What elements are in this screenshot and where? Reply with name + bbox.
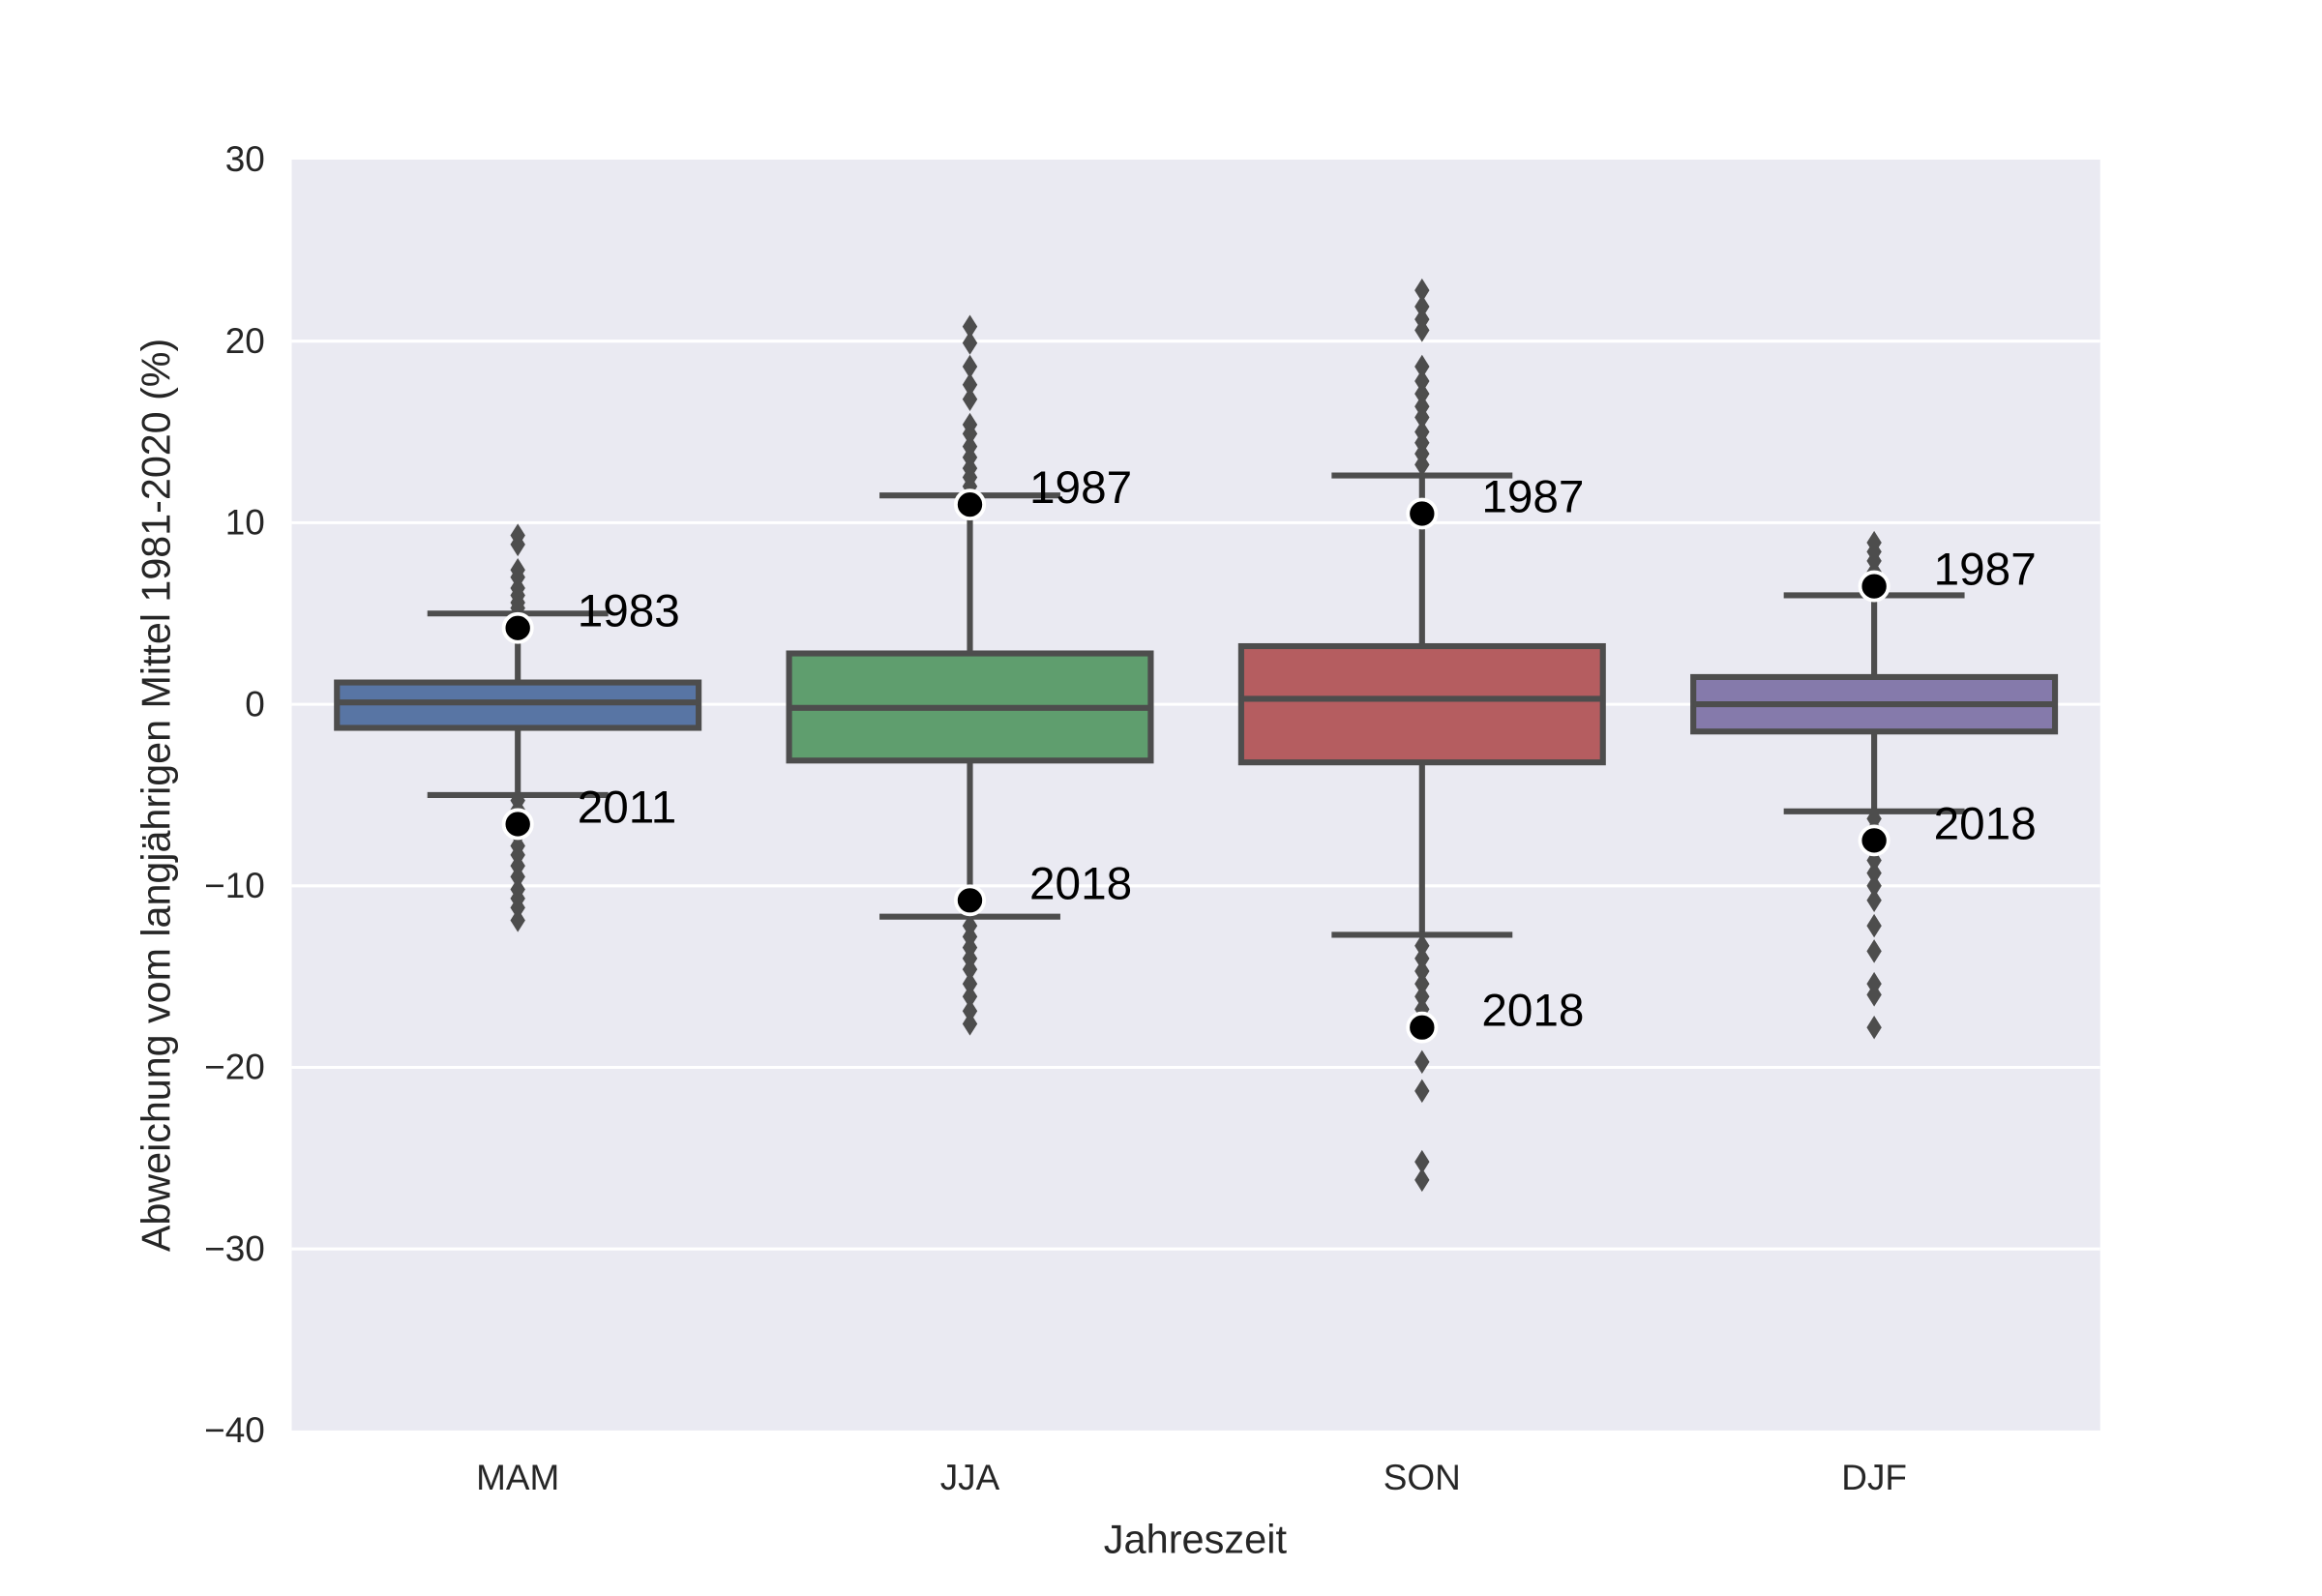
outlier-point bbox=[1414, 354, 1430, 379]
highlight-label: 2011 bbox=[578, 783, 677, 834]
outlier-point bbox=[1414, 369, 1430, 394]
outlier-point bbox=[1866, 888, 1882, 913]
y-tick-label: 20 bbox=[225, 321, 265, 361]
highlight-point bbox=[501, 808, 534, 841]
outlier-point bbox=[1414, 985, 1430, 1009]
outlier-point bbox=[962, 985, 978, 1009]
outlier-point bbox=[1414, 453, 1430, 477]
highlight-label: 2018 bbox=[1029, 858, 1132, 909]
box-djf: 1987 2018 bbox=[1690, 530, 2059, 1040]
highlight-point bbox=[953, 884, 987, 917]
highlight-label: 1983 bbox=[578, 586, 680, 637]
boxes: 1983 2011 1987 2018 1987 2018 1987 2018 bbox=[334, 278, 2059, 1193]
highlight-point bbox=[1406, 497, 1439, 530]
outlier-point bbox=[1414, 959, 1430, 984]
outlier-point bbox=[1866, 861, 1882, 885]
highlight-point bbox=[1858, 824, 1890, 857]
highlight-point bbox=[501, 611, 534, 644]
box-son: 1987 2018 bbox=[1237, 278, 1606, 1193]
y-tick-label: −30 bbox=[204, 1229, 265, 1269]
box-mam: 1983 2011 bbox=[334, 523, 702, 932]
outlier-point bbox=[1414, 405, 1430, 429]
highlight-point bbox=[1858, 570, 1890, 603]
outlier-point bbox=[962, 331, 978, 355]
outlier-point bbox=[1414, 1049, 1430, 1075]
y-axis-label: Abweichung vom langjährigen Mittel 1981-… bbox=[134, 339, 178, 1252]
y-tick-label: 0 bbox=[245, 684, 265, 724]
outlier-point bbox=[1414, 381, 1430, 406]
outlier-point bbox=[962, 372, 978, 397]
y-tick-label: −40 bbox=[204, 1410, 265, 1450]
box-iqr bbox=[1237, 642, 1606, 766]
outlier-point bbox=[1866, 913, 1882, 938]
y-tick-label: −10 bbox=[204, 866, 265, 905]
outlier-point bbox=[1414, 1149, 1430, 1174]
x-axis-ticks: MAM JJA SON DJF bbox=[476, 1458, 1907, 1497]
outlier-point bbox=[1414, 318, 1430, 342]
outlier-point bbox=[962, 354, 978, 379]
y-tick-label: −20 bbox=[204, 1048, 265, 1087]
x-axis-label: Jahreszeit bbox=[1104, 1518, 1288, 1562]
x-tick-label: MAM bbox=[476, 1458, 559, 1497]
outlier-point bbox=[1414, 294, 1430, 319]
x-tick-label: JJA bbox=[940, 1458, 1000, 1497]
outlier-point bbox=[1414, 933, 1430, 958]
outlier-point bbox=[510, 532, 525, 557]
x-tick-label: DJF bbox=[1841, 1458, 1907, 1497]
outlier-point bbox=[1414, 946, 1430, 971]
outlier-point bbox=[1414, 1167, 1430, 1193]
highlight-label: 1987 bbox=[1481, 472, 1584, 523]
box-jja: 1987 2018 bbox=[786, 314, 1154, 1036]
outlier-point bbox=[1866, 939, 1882, 963]
outlier-point bbox=[962, 422, 978, 446]
highlight-label: 2018 bbox=[1934, 798, 2037, 849]
y-tick-label: 30 bbox=[225, 139, 265, 179]
outlier-point bbox=[962, 957, 978, 982]
x-tick-label: SON bbox=[1384, 1458, 1461, 1497]
highlight-label: 1987 bbox=[1029, 462, 1132, 514]
outlier-point bbox=[510, 865, 525, 889]
outlier-point bbox=[962, 387, 978, 411]
outlier-point bbox=[962, 314, 978, 339]
highlight-point bbox=[953, 488, 987, 521]
outlier-point bbox=[1866, 873, 1882, 899]
highlight-label: 2018 bbox=[1481, 986, 1584, 1037]
outlier-point bbox=[1414, 278, 1430, 303]
y-tick-label: 10 bbox=[225, 503, 265, 543]
y-axis-ticks: 30 20 10 0 −10 −20 −30 −40 bbox=[204, 139, 265, 1450]
highlight-label: 1987 bbox=[1934, 545, 2037, 596]
outlier-point bbox=[510, 896, 525, 920]
highlight-point bbox=[1406, 1011, 1439, 1044]
